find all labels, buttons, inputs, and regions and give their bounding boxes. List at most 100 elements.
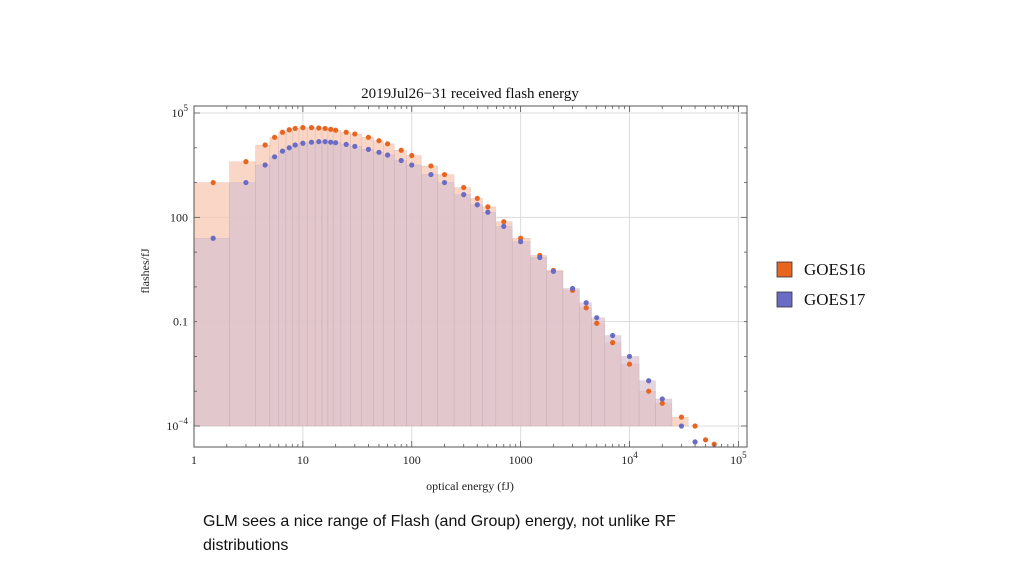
chart-title: 2019Jul26−31 received flash energy <box>361 86 579 102</box>
bar-GOES17-0 <box>193 238 230 427</box>
point-GOES17-4 <box>279 148 286 154</box>
bar-GOES17-11 <box>327 141 334 427</box>
point-GOES17-3 <box>272 154 278 160</box>
bar-GOES17-14 <box>350 146 362 427</box>
point-GOES17-24 <box>485 209 491 215</box>
point-GOES16-4 <box>279 129 286 135</box>
point-GOES16-11 <box>328 126 334 132</box>
bar-GOES17-24 <box>482 212 497 427</box>
point-GOES17-0 <box>210 235 216 241</box>
bar-GOES17-31 <box>591 317 605 427</box>
point-GOES16-33 <box>626 361 633 367</box>
point-GOES17-25 <box>501 223 507 229</box>
plot-area <box>193 106 747 447</box>
bar-GOES17-1 <box>229 182 256 427</box>
point-GOES16-23 <box>474 195 480 202</box>
bar-GOES17-26 <box>511 241 531 427</box>
point-GOES17-27 <box>537 254 543 261</box>
legend-label-GOES16: GOES16 <box>804 260 865 279</box>
point-GOES17-23 <box>474 202 480 208</box>
slide-caption: GLM sees a nice range of Flash (and Grou… <box>203 513 676 554</box>
bar-GOES17-12 <box>332 142 342 427</box>
point-GOES16-35 <box>659 400 665 406</box>
point-GOES16-18 <box>398 147 404 153</box>
point-GOES17-14 <box>352 143 358 149</box>
bar-GOES17-9 <box>314 141 323 427</box>
point-GOES16-6 <box>292 125 298 132</box>
x-axis-label: optical energy (fJ) <box>426 479 514 493</box>
point-GOES17-5 <box>286 145 292 151</box>
bar-GOES17-28 <box>546 271 564 427</box>
bar-GOES17-21 <box>437 182 455 427</box>
bar-GOES17-22 <box>453 194 471 427</box>
point-GOES17-33 <box>626 353 633 360</box>
bar-GOES17-4 <box>278 150 287 427</box>
point-GOES16-21 <box>441 171 448 178</box>
bar-GOES17-19 <box>406 164 422 427</box>
point-GOES16-0 <box>210 179 216 186</box>
point-GOES17-20 <box>428 171 434 178</box>
bar-GOES17-2 <box>255 164 271 427</box>
point-GOES16-25 <box>501 219 507 225</box>
point-GOES16-30 <box>583 305 589 311</box>
axes: 1 10 100 1000 104 105 10−4 0.1 100 105 <box>166 103 748 467</box>
legend-label-GOES17: GOES17 <box>804 290 866 309</box>
point-GOES16-38 <box>703 437 709 443</box>
point-GOES17-28 <box>550 268 557 274</box>
bar-GOES17-34 <box>638 380 656 427</box>
x-tick-label-4: 104 <box>621 450 638 467</box>
bar-GOES17-29 <box>562 288 580 427</box>
point-GOES16-10 <box>322 125 328 132</box>
point-GOES16-31 <box>594 320 600 326</box>
point-GOES17-10 <box>322 139 328 145</box>
bar-GOES17-10 <box>321 141 329 427</box>
bar-GOES17-20 <box>421 174 438 427</box>
series-GOES17-points <box>210 139 698 445</box>
point-GOES17-34 <box>646 378 652 384</box>
bar-GOES17-30 <box>579 302 592 427</box>
x-tick-label-5: 105 <box>730 450 747 467</box>
point-GOES16-32 <box>610 340 616 346</box>
point-GOES16-15 <box>365 134 372 140</box>
y-tick-label-0: 10−4 <box>166 416 188 433</box>
legend-swatch-GOES16 <box>776 261 793 278</box>
point-GOES17-1 <box>243 179 249 186</box>
bar-GOES17-13 <box>340 144 351 427</box>
point-GOES16-12 <box>333 127 339 133</box>
legend-swatch-GOES17 <box>776 291 793 308</box>
point-GOES16-24 <box>485 204 491 210</box>
point-GOES17-26 <box>518 239 524 245</box>
point-GOES16-19 <box>409 152 415 159</box>
bar-GOES17-15 <box>361 149 374 427</box>
bar-GOES17-23 <box>470 204 483 427</box>
point-GOES17-2 <box>262 162 268 168</box>
bar-GOES17-8 <box>306 141 316 427</box>
bar-GOES17-18 <box>394 160 407 427</box>
point-GOES17-11 <box>328 139 334 145</box>
point-GOES17-36 <box>678 423 685 429</box>
point-GOES17-13 <box>343 141 349 148</box>
point-GOES17-17 <box>384 152 391 158</box>
point-GOES16-5 <box>286 127 292 133</box>
point-GOES17-21 <box>441 179 448 186</box>
bar-GOES17-27 <box>529 257 547 427</box>
point-GOES17-12 <box>333 140 339 146</box>
point-GOES16-14 <box>352 131 358 137</box>
point-GOES16-9 <box>316 125 322 131</box>
point-GOES17-31 <box>594 315 600 321</box>
point-GOES16-34 <box>646 388 652 394</box>
plot-frame <box>193 105 748 448</box>
bar-GOES17-3 <box>269 156 279 427</box>
point-GOES16-8 <box>308 125 315 131</box>
point-GOES17-30 <box>583 300 589 306</box>
x-tick-label-3: 1000 <box>509 453 533 467</box>
point-GOES17-7 <box>300 140 306 146</box>
point-GOES17-16 <box>376 149 382 155</box>
y-tick-label-1: 0.1 <box>173 315 188 329</box>
point-GOES16-20 <box>428 163 434 169</box>
point-GOES17-35 <box>659 396 665 402</box>
point-GOES17-9 <box>316 139 322 145</box>
point-GOES16-2 <box>262 142 268 148</box>
point-GOES17-32 <box>610 332 616 339</box>
